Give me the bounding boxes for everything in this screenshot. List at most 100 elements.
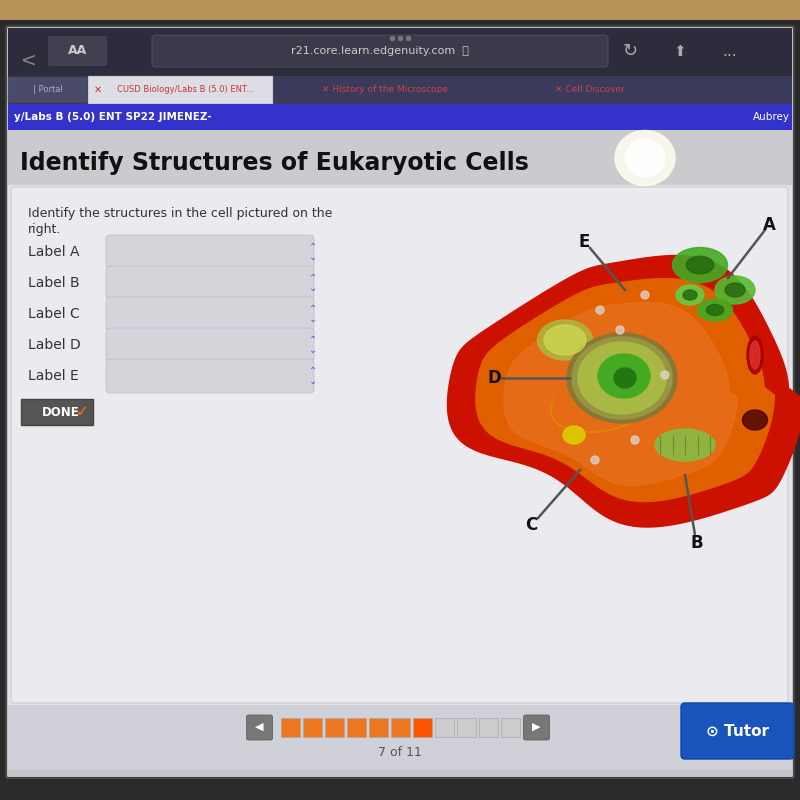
Ellipse shape — [655, 429, 715, 461]
Text: CUSD Biology/Labs B (5.0) ENT...: CUSD Biology/Labs B (5.0) ENT... — [117, 86, 254, 94]
Circle shape — [591, 456, 599, 464]
FancyBboxPatch shape — [8, 185, 792, 705]
FancyBboxPatch shape — [346, 718, 366, 737]
Circle shape — [641, 291, 649, 299]
FancyBboxPatch shape — [8, 28, 792, 76]
FancyBboxPatch shape — [0, 20, 800, 800]
Text: ⌃: ⌃ — [309, 366, 317, 376]
FancyBboxPatch shape — [523, 715, 550, 740]
Ellipse shape — [698, 299, 733, 321]
Circle shape — [616, 326, 624, 334]
FancyBboxPatch shape — [8, 78, 86, 102]
Text: ⌄: ⌄ — [309, 314, 317, 324]
FancyBboxPatch shape — [21, 399, 93, 425]
Text: Label B: Label B — [28, 276, 80, 290]
FancyBboxPatch shape — [501, 718, 519, 737]
Text: DONE: DONE — [42, 406, 80, 418]
FancyBboxPatch shape — [457, 718, 475, 737]
Ellipse shape — [673, 247, 727, 282]
FancyBboxPatch shape — [106, 235, 314, 269]
Polygon shape — [447, 255, 800, 527]
Text: ⌃: ⌃ — [309, 242, 317, 252]
Text: ✓: ✓ — [76, 405, 88, 419]
FancyBboxPatch shape — [325, 718, 343, 737]
Ellipse shape — [686, 256, 714, 274]
Text: Aubrey: Aubrey — [753, 112, 790, 122]
Ellipse shape — [567, 333, 677, 423]
Ellipse shape — [750, 341, 760, 369]
FancyBboxPatch shape — [8, 130, 792, 185]
FancyBboxPatch shape — [6, 26, 794, 778]
FancyBboxPatch shape — [8, 104, 792, 130]
Circle shape — [631, 436, 639, 444]
Ellipse shape — [683, 290, 697, 300]
Ellipse shape — [715, 276, 755, 304]
Ellipse shape — [747, 336, 763, 374]
Text: ⌃: ⌃ — [309, 335, 317, 345]
Text: Label E: Label E — [28, 369, 78, 383]
FancyBboxPatch shape — [413, 718, 431, 737]
Ellipse shape — [706, 305, 724, 315]
FancyBboxPatch shape — [152, 35, 608, 67]
FancyBboxPatch shape — [281, 718, 299, 737]
Text: C: C — [525, 516, 537, 534]
Text: ⊙ Tutor: ⊙ Tutor — [706, 723, 769, 738]
Text: B: B — [690, 534, 703, 552]
Text: ⌃: ⌃ — [309, 304, 317, 314]
Ellipse shape — [625, 139, 665, 177]
FancyBboxPatch shape — [0, 0, 800, 30]
Text: ⌃: ⌃ — [309, 273, 317, 283]
Text: ⌄: ⌄ — [309, 376, 317, 386]
FancyBboxPatch shape — [106, 266, 314, 300]
Text: ...: ... — [722, 43, 738, 58]
FancyBboxPatch shape — [11, 187, 788, 703]
FancyBboxPatch shape — [369, 718, 387, 737]
Text: ✕ Cell Discover: ✕ Cell Discover — [555, 86, 625, 94]
Text: 7 of 11: 7 of 11 — [378, 746, 422, 758]
Ellipse shape — [676, 285, 704, 305]
Ellipse shape — [538, 320, 593, 360]
Text: ⬆: ⬆ — [674, 43, 686, 58]
FancyBboxPatch shape — [88, 76, 273, 104]
Text: right.: right. — [28, 222, 62, 235]
Ellipse shape — [572, 337, 672, 419]
FancyBboxPatch shape — [302, 718, 322, 737]
FancyBboxPatch shape — [434, 718, 454, 737]
Text: ◀: ◀ — [255, 722, 264, 732]
Ellipse shape — [742, 410, 767, 430]
Text: | Portal: | Portal — [33, 86, 63, 94]
Text: ⌄: ⌄ — [309, 345, 317, 355]
Text: A: A — [762, 216, 775, 234]
Circle shape — [596, 306, 604, 314]
Ellipse shape — [544, 325, 586, 355]
FancyBboxPatch shape — [8, 705, 792, 770]
Text: Label A: Label A — [28, 245, 79, 259]
Text: >: > — [17, 49, 33, 67]
FancyBboxPatch shape — [106, 297, 314, 331]
Polygon shape — [504, 302, 738, 486]
Ellipse shape — [725, 283, 745, 297]
Circle shape — [661, 371, 669, 379]
FancyBboxPatch shape — [8, 76, 792, 104]
Ellipse shape — [578, 342, 666, 414]
FancyBboxPatch shape — [681, 703, 794, 759]
Text: Identify Structures of Eukaryotic Cells: Identify Structures of Eukaryotic Cells — [20, 151, 529, 175]
Text: AA: AA — [68, 45, 88, 58]
Text: ✕: ✕ — [94, 85, 102, 95]
Ellipse shape — [598, 354, 650, 398]
FancyBboxPatch shape — [478, 718, 498, 737]
FancyBboxPatch shape — [106, 328, 314, 362]
Text: Label C: Label C — [28, 307, 80, 321]
Ellipse shape — [615, 130, 675, 186]
Text: ▶: ▶ — [532, 722, 541, 732]
Text: Identify the structures in the cell pictured on the: Identify the structures in the cell pict… — [28, 206, 332, 219]
Ellipse shape — [563, 426, 585, 444]
FancyBboxPatch shape — [106, 359, 314, 393]
Text: D: D — [487, 369, 501, 387]
Text: y/Labs B (5.0) ENT SP22 JIMENEZ-: y/Labs B (5.0) ENT SP22 JIMENEZ- — [14, 112, 212, 122]
Text: ⌄: ⌄ — [309, 283, 317, 293]
Text: ↻: ↻ — [622, 42, 638, 60]
Polygon shape — [476, 278, 774, 502]
Text: r21.core.learn.edgenuity.com  🔒: r21.core.learn.edgenuity.com 🔒 — [291, 46, 469, 56]
FancyBboxPatch shape — [390, 718, 410, 737]
